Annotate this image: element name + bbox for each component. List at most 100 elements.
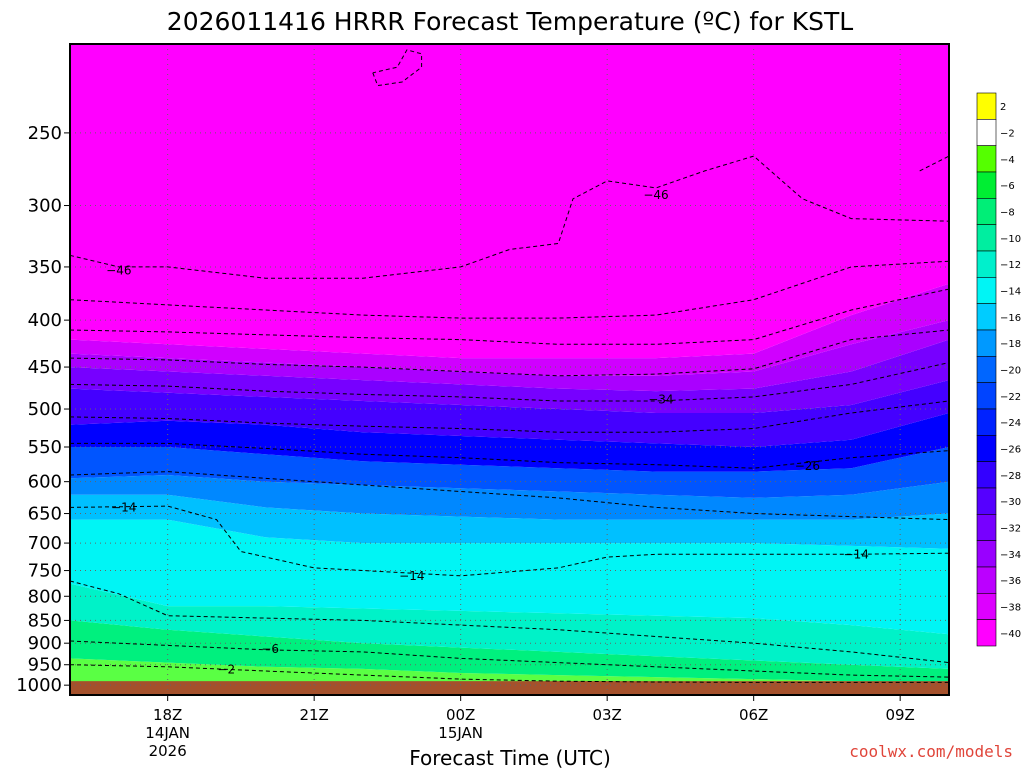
colorbar-label: −34 <box>1000 550 1021 561</box>
y-tick-label: 600 <box>28 472 62 493</box>
y-tick-label: 650 <box>28 504 62 525</box>
colorbar-swatch <box>976 303 997 331</box>
contour-line <box>70 155 949 279</box>
x-tick-label: 03Z <box>592 706 621 724</box>
colorbar-label: −40 <box>1000 629 1021 640</box>
x-tick-date: 15JAN <box>438 724 483 742</box>
colorbar-swatch <box>976 540 997 568</box>
temperature-band <box>70 494 949 549</box>
x-tick-year: 2026 <box>149 742 187 760</box>
contour-line <box>70 505 949 577</box>
plot-area: −2 −6 −14 −14 −14 −26 −34 −46 −46 <box>70 44 949 695</box>
temperature-band <box>70 283 949 376</box>
colorbar-label: −32 <box>1000 524 1021 535</box>
colorbar-label: −8 <box>1000 208 1015 219</box>
colorbar-swatch <box>976 356 997 383</box>
colorbar-swatch <box>976 514 997 541</box>
colorbar-swatch <box>976 171 997 199</box>
colorbar-swatch <box>976 92 997 120</box>
contour-label: −6 <box>261 642 279 656</box>
colorbar-label: −38 <box>1000 603 1021 614</box>
x-tick-label: 09Z <box>885 706 914 724</box>
colorbar-label: −4 <box>1000 155 1015 166</box>
contour-label: −14 <box>111 500 136 514</box>
contour-label: −46 <box>106 263 131 277</box>
y-tick-label: 1000 <box>16 675 62 696</box>
y-tick-label: 250 <box>28 123 62 144</box>
colorbar-swatch <box>976 250 997 278</box>
y-tick-label: 300 <box>28 196 62 217</box>
temperature-band <box>70 475 949 520</box>
colorbar-swatch <box>976 619 997 647</box>
y-tick-label: 400 <box>28 310 62 331</box>
x-tick-date: 14JAN <box>145 724 190 742</box>
colorbar-label: −24 <box>1000 418 1021 429</box>
y-tick-label: 750 <box>28 561 62 582</box>
temperature-band <box>70 447 949 498</box>
temperature-band <box>70 519 949 635</box>
temperature-band <box>70 320 949 392</box>
contour-label: −14 <box>844 547 869 561</box>
contour-label: −26 <box>795 459 820 473</box>
y-tick-label: 350 <box>28 257 62 278</box>
temperature-band <box>70 339 949 413</box>
colorbar-swatch <box>976 119 997 146</box>
y-tick-label: 450 <box>28 357 62 378</box>
colorbar-swatch <box>976 408 997 436</box>
colorbar-swatch <box>976 487 997 515</box>
temperature-band <box>70 413 949 472</box>
contour-line <box>372 49 423 87</box>
colorbar-swatch <box>976 461 997 489</box>
colorbar-label: −14 <box>1000 287 1021 298</box>
colorbar-label: 2 <box>1000 102 1006 113</box>
temperature-band <box>70 620 949 684</box>
colorbar-label: −18 <box>1000 339 1021 350</box>
colorbar-swatch <box>976 145 997 173</box>
contour-label: −34 <box>648 392 673 406</box>
colorbar-label: −36 <box>1000 576 1021 587</box>
plot-frame <box>69 43 950 696</box>
contour-label: −2 <box>217 662 235 676</box>
colorbar-swatch <box>976 277 997 304</box>
colorbar-swatch <box>976 593 997 620</box>
grid-lines <box>70 44 949 695</box>
x-axis-label: Forecast Time (UTC) <box>409 746 611 768</box>
temperature-band <box>70 44 949 359</box>
ground-fill <box>70 681 949 695</box>
y-tick-label: 550 <box>28 437 62 458</box>
colorbar-label: −30 <box>1000 497 1021 508</box>
y-tick-label: 500 <box>28 399 62 420</box>
colorbar-label: −28 <box>1000 471 1021 482</box>
colorbar-swatch <box>976 224 997 252</box>
temperature-bands <box>70 44 949 695</box>
contour-label: −46 <box>643 188 668 202</box>
colorbar-legend: 2 −2 −4 −6 −8 −10 −12 −14 −16 −18 −20 −22 −24 −26 −28 −… <box>976 92 1021 647</box>
colorbar-label: −10 <box>1000 234 1021 245</box>
y-tick-label: 700 <box>28 533 62 554</box>
colorbar-label: −20 <box>1000 366 1021 377</box>
x-tick-label: 18Z <box>153 706 182 724</box>
colorbar-swatch <box>976 198 997 225</box>
contour-label: −14 <box>399 569 424 583</box>
contour-line <box>70 260 949 319</box>
y-tick-label: 900 <box>28 633 62 654</box>
x-tick-label: 00Z <box>446 706 475 724</box>
temperature-band <box>70 583 949 669</box>
colorbar-swatch <box>976 329 997 357</box>
surface-ground <box>70 681 949 695</box>
credit-text: coolwx.com/models <box>849 742 1013 761</box>
colorbar-label: −26 <box>1000 445 1021 456</box>
colorbar-swatch <box>976 566 997 594</box>
y-axis-ticks: 2503003504004505005506006507007508008509… <box>16 123 70 696</box>
colorbar-swatch <box>976 435 997 462</box>
colorbar-label: −6 <box>1000 181 1015 192</box>
y-tick-label: 800 <box>28 586 62 607</box>
colorbar-swatch <box>976 382 997 410</box>
x-tick-label: 21Z <box>299 706 328 724</box>
isotherm-contours: −2 −6 −14 −14 −14 −26 −34 −46 −46 <box>70 49 949 683</box>
contour-line <box>919 155 949 172</box>
colorbar-label: −22 <box>1000 392 1021 403</box>
y-tick-label: 950 <box>28 655 62 676</box>
